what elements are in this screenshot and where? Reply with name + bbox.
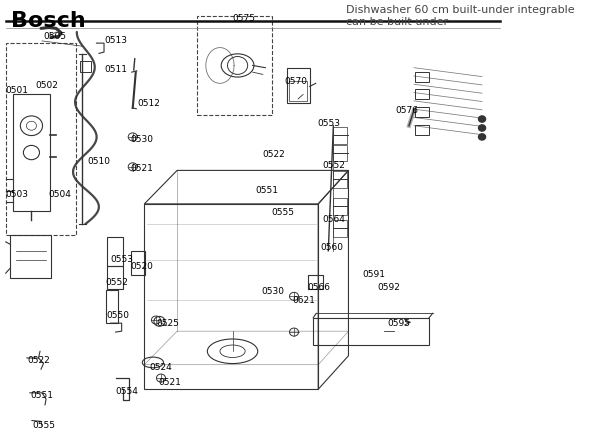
Bar	[80, 61, 91, 72]
Bar	[415, 125, 429, 135]
Bar	[333, 127, 348, 144]
Text: 0513: 0513	[104, 36, 127, 45]
Text: 0503: 0503	[6, 190, 29, 199]
Text: 0521: 0521	[131, 164, 153, 172]
Text: 0551: 0551	[255, 186, 278, 195]
Text: 0555: 0555	[272, 208, 295, 217]
Text: 0552: 0552	[105, 278, 128, 287]
Bar	[289, 81, 307, 101]
Text: 0576: 0576	[395, 106, 418, 115]
Bar	[415, 107, 429, 117]
Circle shape	[478, 125, 486, 131]
Bar	[415, 72, 429, 82]
Text: 0554: 0554	[116, 387, 139, 396]
Text: 0525: 0525	[156, 319, 179, 327]
Text: 0501: 0501	[6, 86, 29, 95]
Bar	[287, 68, 310, 103]
Text: 0553: 0553	[110, 255, 133, 264]
Text: 0530: 0530	[131, 135, 154, 144]
Text: 0502: 0502	[35, 81, 58, 90]
Bar	[333, 145, 348, 161]
Text: 0551: 0551	[30, 392, 53, 401]
Text: 0621: 0621	[292, 296, 315, 306]
Bar	[106, 290, 118, 323]
Text: 0522: 0522	[27, 356, 50, 365]
Text: 0553: 0553	[317, 119, 340, 128]
Text: 0575: 0575	[232, 14, 255, 23]
Text: 0505: 0505	[44, 32, 67, 41]
Text: 0566: 0566	[307, 283, 330, 292]
Bar	[333, 220, 348, 237]
Text: 0521: 0521	[159, 378, 181, 387]
Bar	[333, 171, 348, 188]
Text: Dishwasher 60 cm built-under integrable
can be built under: Dishwasher 60 cm built-under integrable …	[346, 5, 575, 27]
Text: 0550: 0550	[107, 311, 130, 320]
Text: 0592: 0592	[378, 283, 401, 292]
Bar	[313, 318, 429, 345]
Text: 0530: 0530	[262, 287, 285, 297]
Text: 0591: 0591	[363, 270, 386, 279]
Text: 0504: 0504	[48, 190, 71, 199]
Bar	[107, 267, 123, 289]
Bar	[415, 89, 429, 99]
Text: 0595: 0595	[388, 319, 411, 327]
Text: 0564: 0564	[322, 215, 345, 224]
Text: 0524: 0524	[149, 363, 172, 372]
Text: 0522: 0522	[263, 150, 286, 159]
Circle shape	[478, 134, 486, 140]
Text: 0520: 0520	[131, 262, 153, 271]
Text: 0570: 0570	[284, 77, 307, 86]
Text: 0512: 0512	[138, 99, 160, 108]
Bar	[197, 16, 272, 115]
Circle shape	[478, 116, 486, 122]
Text: 0555: 0555	[32, 422, 55, 431]
Bar	[131, 251, 145, 276]
Text: 0552: 0552	[322, 161, 345, 170]
Bar	[14, 95, 50, 211]
Text: 0511: 0511	[104, 65, 127, 74]
Text: 0560: 0560	[321, 243, 344, 252]
Bar	[6, 43, 76, 235]
Bar	[333, 198, 348, 215]
Text: Bosch: Bosch	[11, 10, 86, 30]
Bar	[107, 237, 123, 267]
Text: 0510: 0510	[87, 157, 110, 166]
